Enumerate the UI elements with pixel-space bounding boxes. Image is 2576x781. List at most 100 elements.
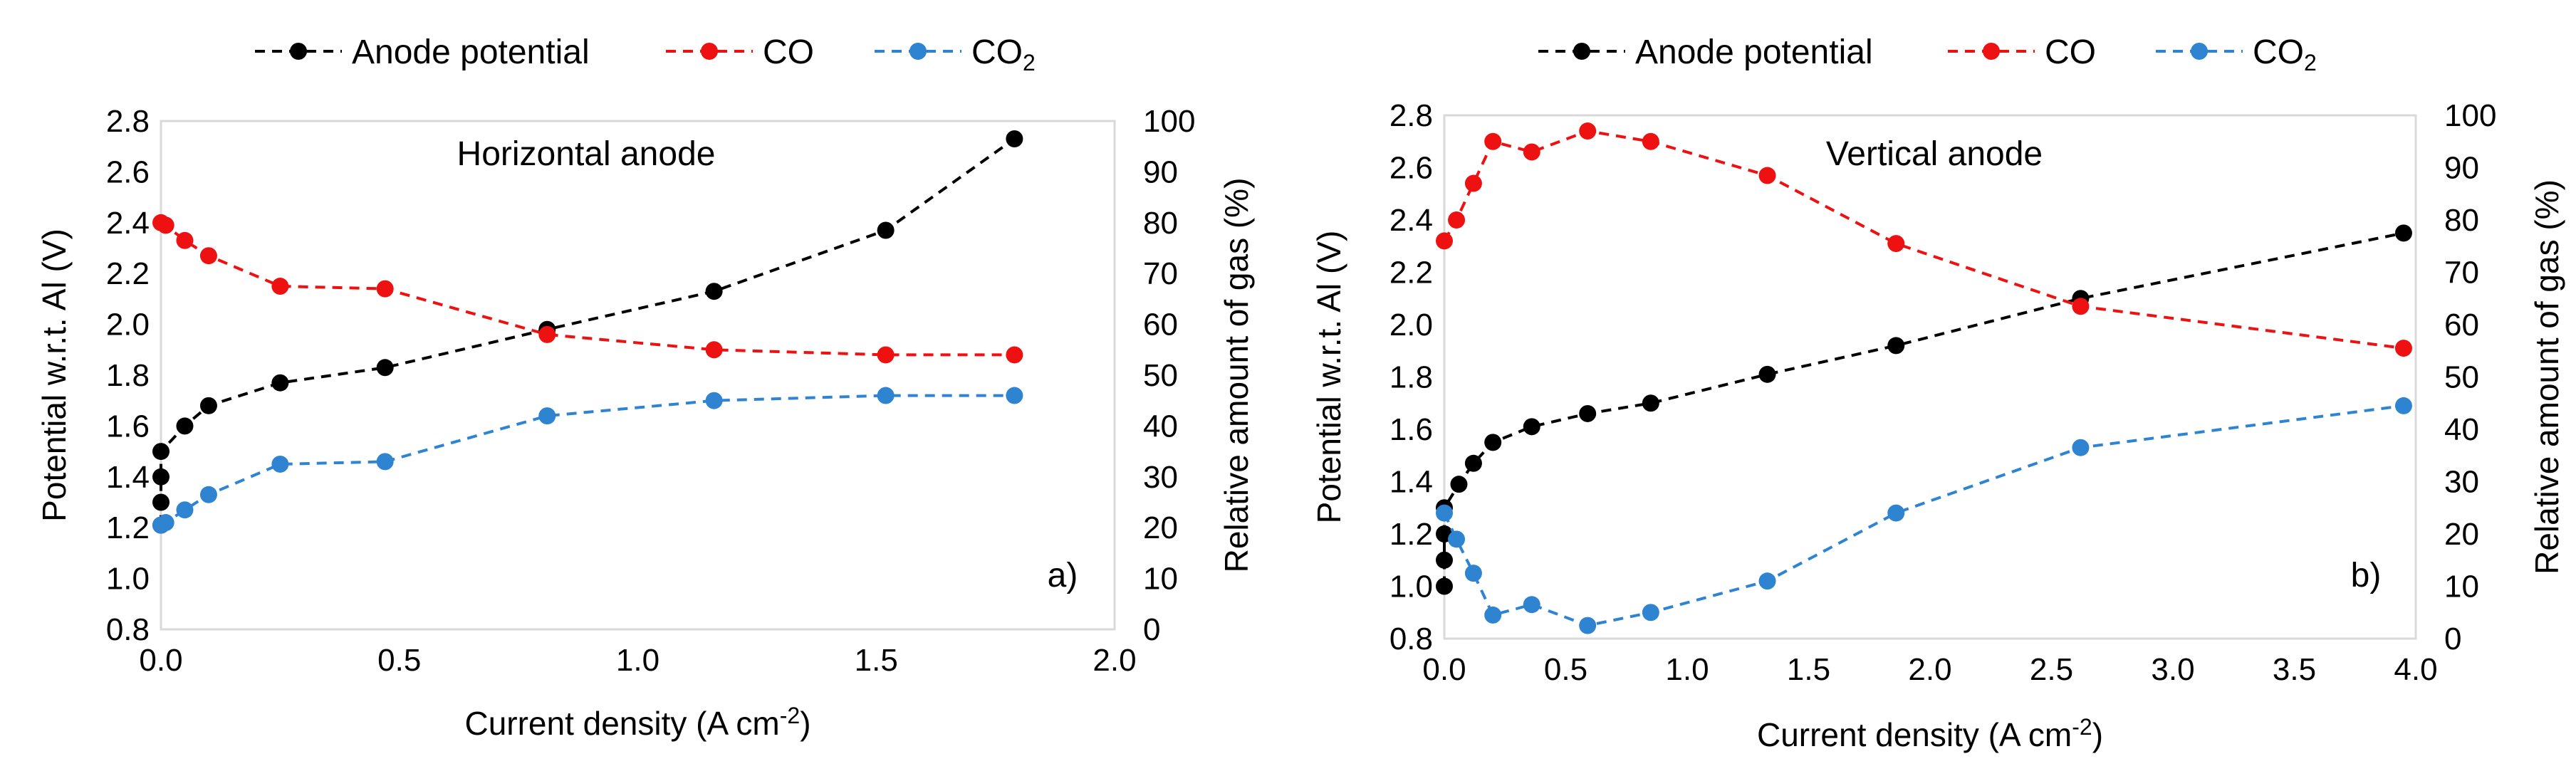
data-point — [1436, 577, 1453, 595]
data-point — [1436, 232, 1453, 250]
data-point — [1484, 434, 1502, 451]
data-point — [1523, 418, 1540, 436]
legend-label: Anode potential — [1635, 33, 1873, 71]
y-tick-label: 2.6 — [1389, 151, 1433, 186]
y-tick-label: 1.2 — [106, 510, 150, 545]
legend-label: Anode potential — [352, 33, 590, 71]
plot-frame — [1443, 114, 2417, 640]
data-point — [877, 221, 895, 239]
data-point — [1579, 404, 1597, 422]
y2-tick-label: 80 — [1143, 206, 1178, 241]
y-tick-label: 1.4 — [1389, 465, 1433, 500]
data-point — [199, 397, 217, 414]
panel-b: 0.8 1.0 1.2 1.4 1.6 1.8 2.0 2.2 2.4 2.6 2.8 0 10 20 30… — [1310, 33, 2565, 753]
y2-tick-label: 60 — [2444, 308, 2479, 342]
data-point — [1436, 551, 1453, 569]
data-point — [1758, 572, 1776, 590]
y-tick-label: 0.8 — [1389, 622, 1433, 656]
y-tick-label: 2.4 — [1389, 203, 1433, 238]
chart-title: Horizontal anode — [457, 135, 716, 173]
y2-tick-label: 100 — [2444, 98, 2496, 133]
y2-tick-label: 20 — [2444, 517, 2479, 552]
data-point — [271, 455, 289, 473]
plot-frame — [160, 120, 1116, 631]
data-point — [1450, 476, 1468, 493]
y2-axis-label: Relative amount of gas (%) — [2528, 179, 2565, 575]
data-point — [1579, 617, 1597, 634]
y2-tick-label: 40 — [1143, 409, 1178, 444]
data-point — [2394, 340, 2412, 357]
data-point — [176, 417, 194, 435]
data-point — [376, 280, 394, 298]
x-tick-label: 4.0 — [2394, 652, 2437, 687]
legend-marker — [1573, 43, 1590, 60]
panel-label: b) — [2351, 557, 2382, 594]
y2-tick-label: 30 — [1143, 460, 1178, 495]
y2-tick-label: 100 — [1143, 104, 1195, 139]
legend-label: CO — [763, 33, 814, 71]
y-tick-label: 0.8 — [106, 612, 150, 647]
y2-tick-label: 90 — [2444, 151, 2479, 186]
data-point — [176, 501, 194, 519]
x-tick-label: 1.5 — [855, 643, 898, 678]
data-point — [376, 359, 394, 377]
legend-marker — [290, 43, 307, 60]
data-point — [1484, 606, 1502, 624]
data-point — [376, 453, 394, 471]
y2-tick-label: 10 — [1143, 562, 1178, 597]
y-tick-label: 1.2 — [1389, 517, 1433, 552]
y-tick-label: 2.2 — [106, 256, 150, 291]
y2-tick-label: 40 — [2444, 412, 2479, 447]
chart-title: Vertical anode — [1826, 135, 2043, 173]
x-tick-label: 0.5 — [1544, 652, 1587, 687]
data-point — [199, 247, 217, 265]
y-tick-label: 1.6 — [106, 409, 150, 444]
x-tick-label: 0.5 — [377, 643, 421, 678]
x-axis-label: Current density (A cm-2) — [1757, 714, 2103, 753]
data-point — [2394, 224, 2412, 242]
x-tick-label: 0.0 — [139, 643, 182, 678]
y2-tick-label: 10 — [2444, 570, 2479, 604]
data-point — [1642, 604, 1659, 622]
x-tick-label: 1.5 — [1787, 652, 1830, 687]
y-tick-label: 2.8 — [1389, 98, 1433, 133]
data-point — [1448, 211, 1466, 229]
data-point — [157, 514, 174, 532]
data-point — [271, 278, 289, 295]
data-point — [2072, 298, 2090, 315]
y2-axis-label: Relative amount of gas (%) — [1218, 178, 1255, 573]
y-tick-label: 1.4 — [106, 460, 150, 495]
y2-tick-label: 50 — [1143, 358, 1178, 393]
panel-a: 0.8 1.0 1.2 1.4 1.6 1.8 2.0 2.2 2.4 2.6 2.8 0 10 20 30… — [36, 33, 1255, 742]
x-tick-label: 1.0 — [1665, 652, 1709, 687]
data-point — [538, 325, 556, 343]
data-point — [152, 468, 170, 486]
data-point — [1436, 504, 1453, 522]
y2-tick-label: 30 — [2444, 465, 2479, 500]
data-point — [1887, 235, 1905, 253]
y-tick-label: 2.2 — [1389, 256, 1433, 290]
y2-tick-label: 60 — [1143, 308, 1178, 342]
y2-tick-label: 0 — [1143, 612, 1160, 647]
legend-label: CO2 — [971, 33, 1036, 75]
y2-tick-label: 90 — [1143, 154, 1178, 189]
data-point — [2072, 439, 2090, 456]
data-point — [1006, 130, 1023, 147]
legend-marker — [2191, 43, 2208, 60]
x-tick-label: 2.0 — [1093, 643, 1136, 678]
y2-tick-label: 0 — [2444, 622, 2461, 656]
y-tick-label: 1.8 — [1389, 360, 1433, 395]
x-tick-label: 0.0 — [1422, 652, 1466, 687]
data-point — [157, 216, 174, 234]
data-point — [705, 283, 723, 300]
x-axis-label: Current density (A cm-2) — [464, 703, 810, 742]
y2-tick-label: 70 — [1143, 256, 1178, 291]
y-tick-label: 2.0 — [106, 308, 150, 342]
data-point — [1006, 387, 1023, 404]
data-point — [538, 407, 556, 425]
panel-label: a) — [1048, 557, 1078, 594]
y-axis-label: Potential w.r.t. Al (V) — [36, 229, 73, 522]
data-point — [1758, 167, 1776, 184]
legend-marker — [701, 43, 718, 60]
x-tick-label: 2.0 — [1908, 652, 1951, 687]
